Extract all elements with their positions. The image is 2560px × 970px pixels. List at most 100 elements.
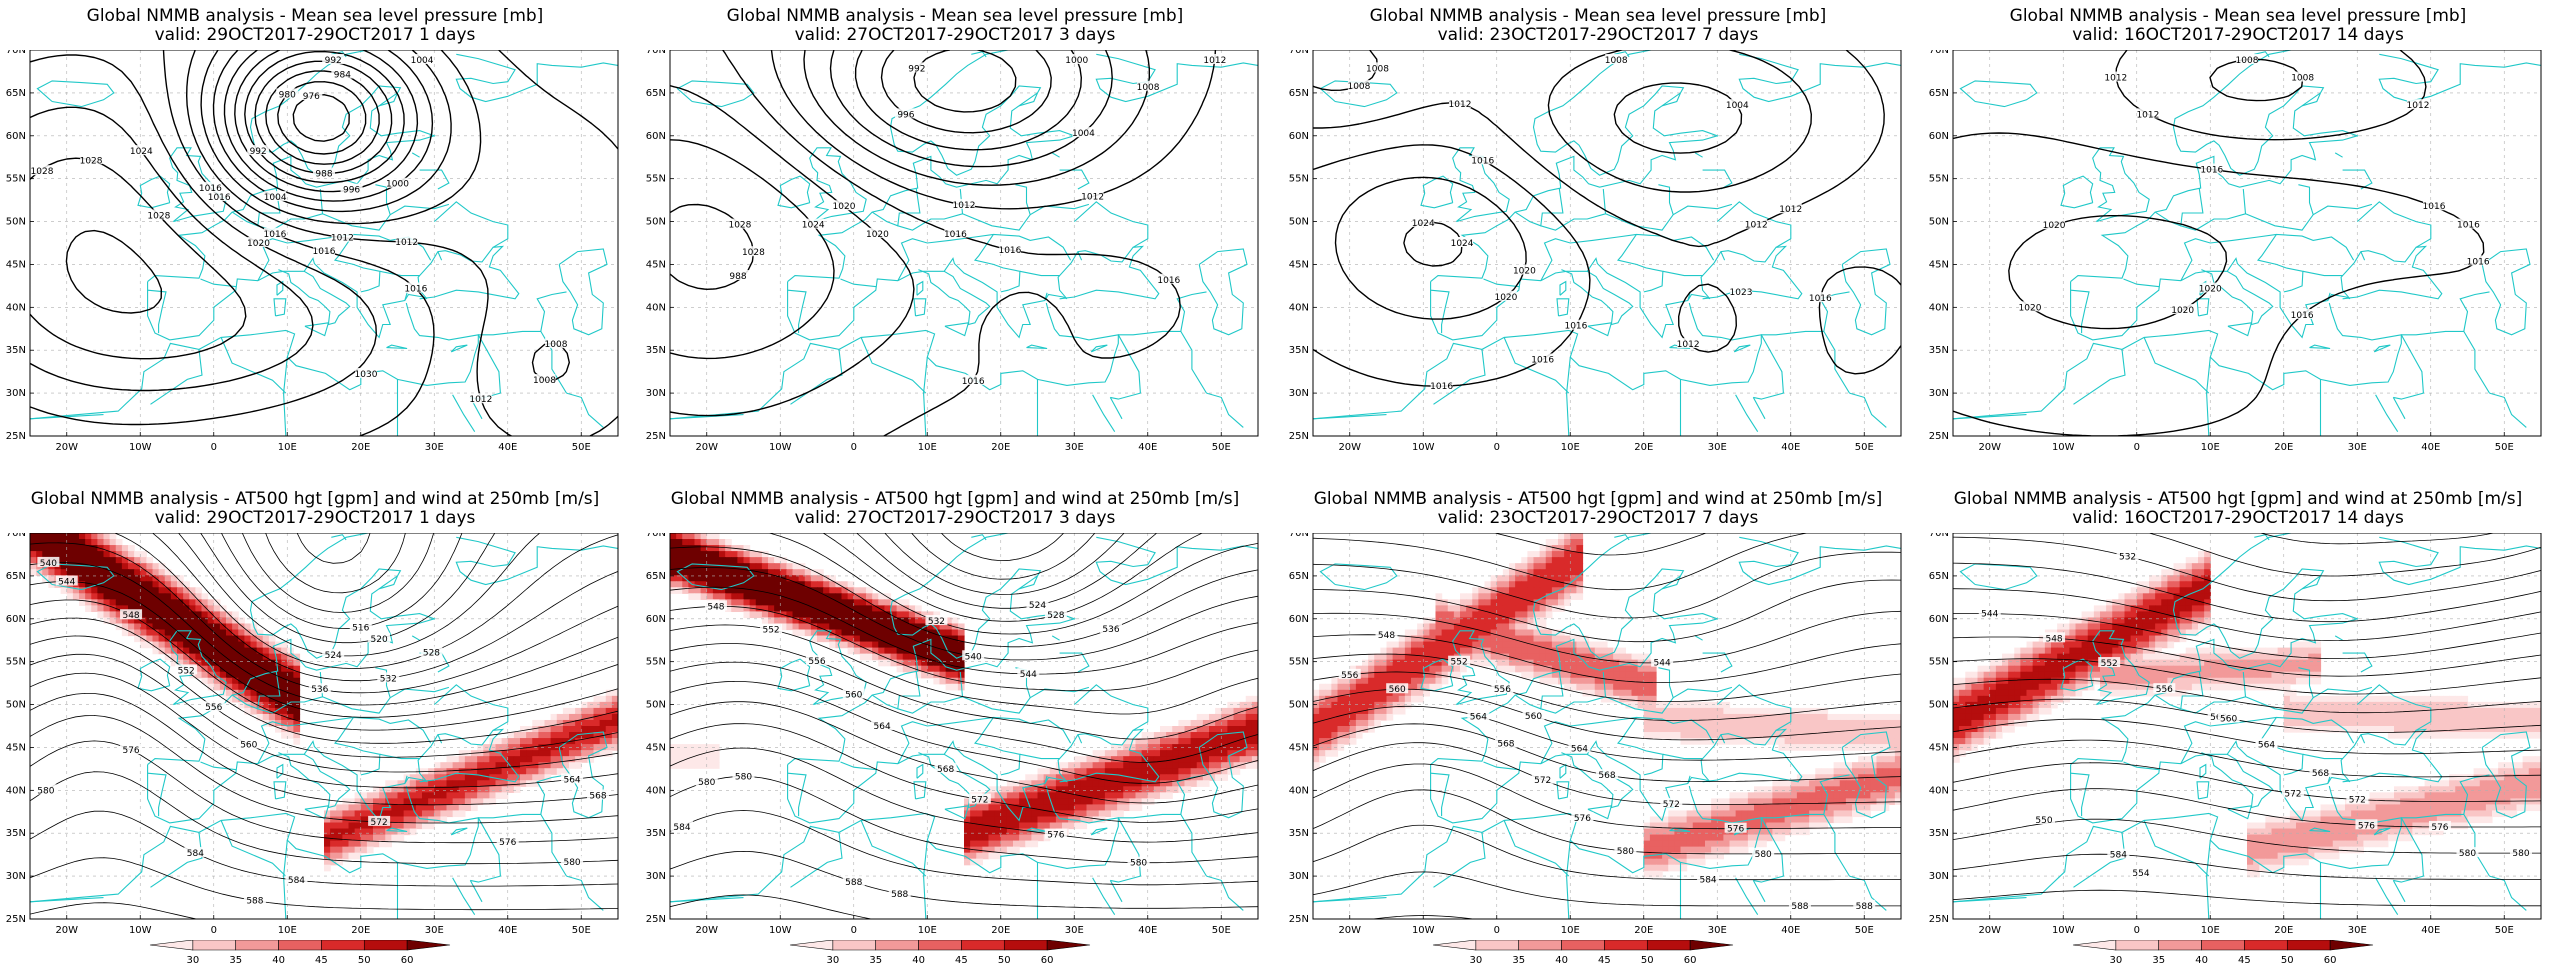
wind-cell: [2510, 720, 2517, 727]
wind-cell: [903, 660, 910, 667]
wind-cell: [2339, 696, 2346, 703]
wind-cell: [1031, 804, 1038, 811]
wind-cell: [1429, 623, 1436, 630]
wind-cell: [2388, 702, 2395, 709]
wind-cell: [2284, 648, 2291, 655]
colorbar-tick: 50: [998, 955, 1011, 966]
wind-cell: [1356, 684, 1363, 691]
wind-cell: [1978, 720, 1985, 727]
wind-cell: [61, 539, 68, 546]
wind-cell: [1779, 835, 1786, 842]
wind-cell: [860, 636, 867, 643]
wind-cell: [2143, 642, 2150, 649]
lat-tick-label: 65N: [6, 571, 26, 582]
wind-cell: [569, 750, 576, 757]
lat-tick-label: 50N: [646, 700, 666, 711]
wind-cell: [1699, 732, 1706, 739]
wind-cell: [676, 557, 683, 564]
wind-cell: [2504, 702, 2511, 709]
wind-cell: [1436, 678, 1443, 685]
wind-cell: [842, 611, 849, 618]
wind-cell: [208, 617, 215, 624]
wind-cell: [1436, 630, 1443, 637]
wind-cell: [1172, 786, 1179, 793]
wind-cell: [459, 780, 466, 787]
wind-cell: [146, 617, 153, 624]
wind-cell: [1803, 786, 1810, 793]
wind-cell: [1160, 792, 1167, 799]
contour-label: 1012: [1779, 205, 1802, 215]
wind-cell: [1374, 660, 1381, 667]
wind-cell: [342, 804, 349, 811]
wind-cell: [1959, 696, 1966, 703]
wind-cell: [719, 575, 726, 582]
wind-cell: [1840, 732, 1847, 739]
wind-cell: [1411, 690, 1418, 697]
wind-cell: [1350, 714, 1357, 721]
wind-cell: [1142, 768, 1149, 775]
wind-cell: [2076, 672, 2083, 679]
lat-tick-label: 40N: [1929, 302, 1949, 313]
wind-cell: [1650, 678, 1657, 685]
wind-cell: [2155, 581, 2162, 588]
wind-cell: [1959, 684, 1966, 691]
wind-cell: [165, 636, 172, 643]
contour-label: 552: [178, 666, 195, 676]
wind-cell: [2039, 708, 2046, 715]
wind-cell: [1748, 708, 1755, 715]
wind-cell: [823, 599, 830, 606]
wind-cell: [2180, 563, 2187, 570]
wind-cell: [1509, 611, 1516, 618]
wind-cell: [532, 774, 539, 781]
wind-cell: [1772, 780, 1779, 787]
wind-cell: [55, 569, 62, 576]
wind-cell: [1834, 786, 1841, 793]
wind-cell: [1442, 678, 1449, 685]
wind-cell: [91, 539, 98, 546]
lon-tick-label: 0: [211, 442, 217, 453]
lat-tick-label: 70N: [1289, 50, 1309, 56]
wind-cell: [891, 636, 898, 643]
wind-cell: [202, 605, 209, 612]
wind-cell: [1393, 642, 1400, 649]
wind-cell: [1864, 804, 1871, 811]
wind-cell: [805, 569, 812, 576]
wind-cell: [1466, 623, 1473, 630]
wind-cell: [563, 756, 570, 763]
wind-cell: [891, 648, 898, 655]
panel-valid-period: valid: 29OCT2017-29OCT2017 1 days: [0, 25, 630, 45]
wind-cell: [2443, 714, 2450, 721]
wind-cell: [459, 774, 466, 781]
wind-cell: [799, 623, 806, 630]
wind-cell: [2143, 593, 2150, 600]
wind-cell: [682, 545, 689, 552]
wind-cell: [1723, 702, 1730, 709]
wind-cell: [805, 593, 812, 600]
wind-cell: [1766, 708, 1773, 715]
wind-cell: [1742, 720, 1749, 727]
wind-cell: [2290, 660, 2297, 667]
wind-cell: [897, 636, 904, 643]
wind-cell: [404, 823, 411, 830]
wind-cell: [2161, 636, 2168, 643]
map-frame: 1008101210161024102310241020102010241016…: [1283, 50, 1911, 466]
wind-cell: [1521, 557, 1528, 564]
wind-cell: [1197, 780, 1204, 787]
wind-cell: [1319, 726, 1326, 733]
wind-cell: [1846, 726, 1853, 733]
wind-cell: [1527, 581, 1534, 588]
contour-label: 1008: [1605, 56, 1628, 66]
wind-cell: [2314, 714, 2321, 721]
wind-cell: [1442, 672, 1449, 679]
lat-tick-label: 70N: [646, 50, 666, 56]
wind-cell: [2008, 702, 2015, 709]
wind-cell: [1984, 690, 1991, 697]
wind-cell: [1883, 750, 1890, 757]
wind-cell: [1996, 684, 2003, 691]
wind-cell: [762, 611, 769, 618]
wind-cell: [2033, 708, 2040, 715]
wind-cell: [835, 587, 842, 594]
wind-cell: [995, 835, 1002, 842]
wind-cell: [1723, 841, 1730, 848]
wind-cell: [1791, 792, 1798, 799]
